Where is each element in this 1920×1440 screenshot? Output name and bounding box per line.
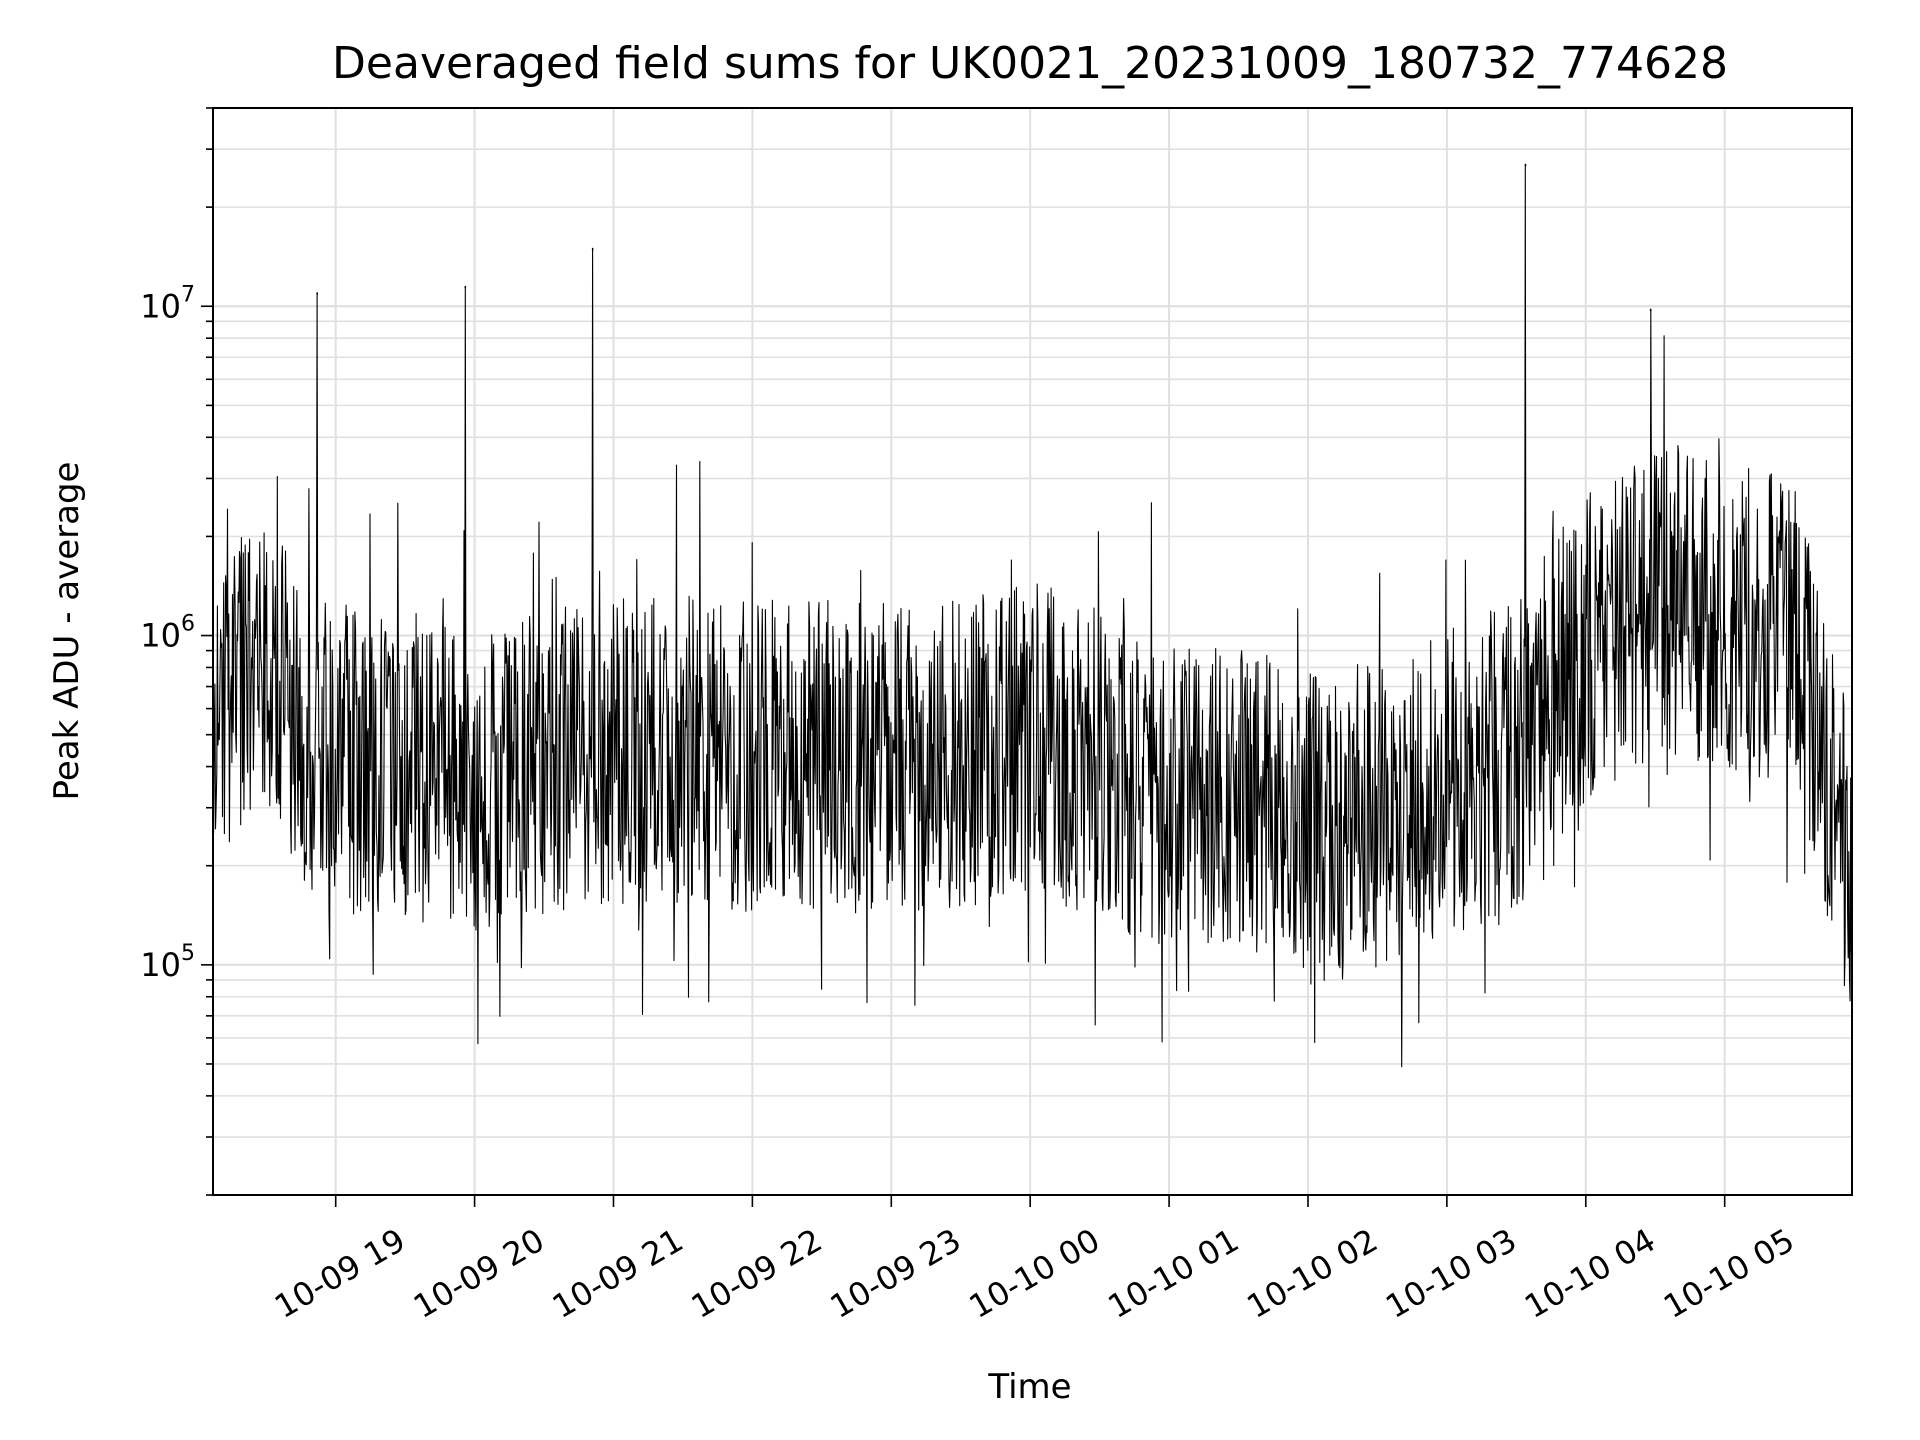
y-tick-label: 105 [140,941,195,984]
plot-frame [212,107,1853,1196]
series-line [212,163,1853,1068]
chart-title: Deaveraged field sums for UK0021_2023100… [332,38,1728,89]
data-series [212,163,1853,1068]
y-tick-label: 106 [140,612,195,655]
x-axis-label: Time [987,1367,1071,1407]
y-tick-label: 107 [140,282,195,325]
y-axis-label: Peak ADU - average [47,462,87,801]
